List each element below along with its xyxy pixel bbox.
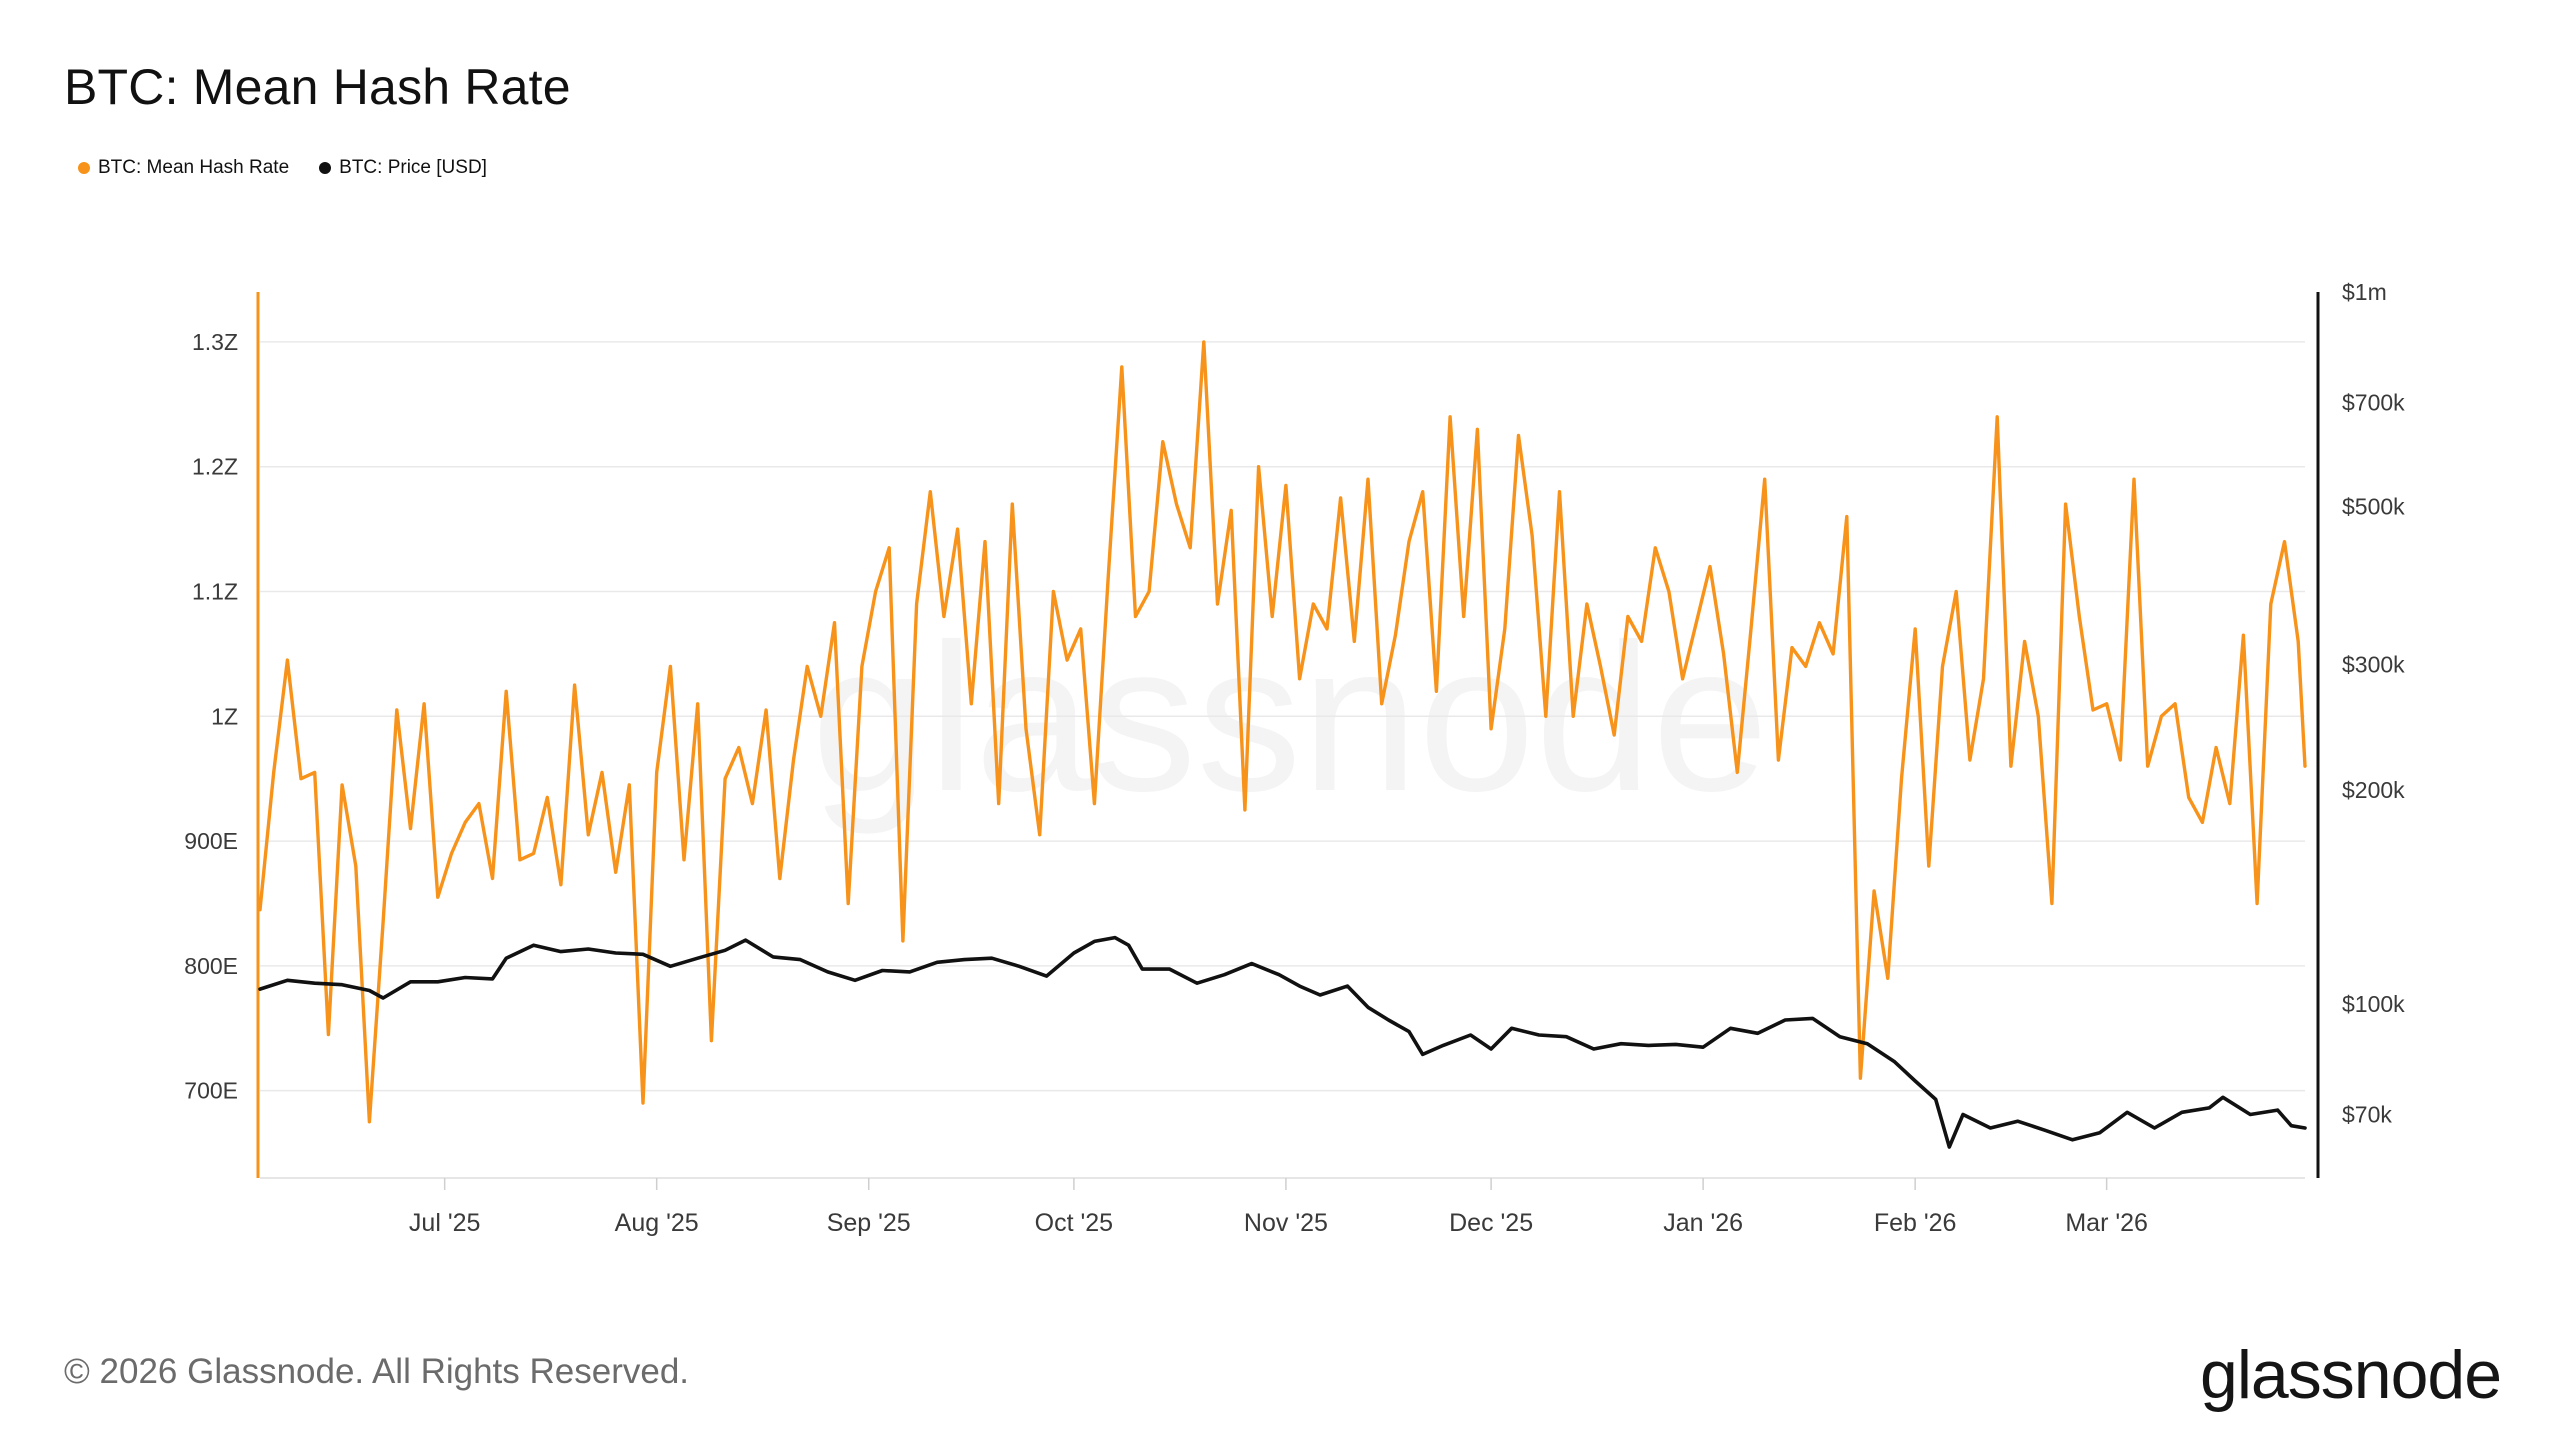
copyright-footer: © 2026 Glassnode. All Rights Reserved. xyxy=(64,1352,690,1391)
y-left-tick-label: 800E xyxy=(184,953,238,979)
y-right-tick-label: $500k xyxy=(2342,493,2405,519)
y-left-tick-label: 1.1Z xyxy=(192,578,238,604)
gridlines xyxy=(260,341,2305,1092)
chart-title: BTC: Mean Hash Rate xyxy=(64,59,571,115)
series-lines xyxy=(258,340,2307,1149)
y-left-tick-label: 1.2Z xyxy=(192,454,238,480)
axes: 700E 800E 900E 1Z 1.1Z 1.2Z 1.3Z $70k $100k $200k… xyxy=(184,279,2405,1237)
x-tick-label: Nov '25 xyxy=(1244,1209,1328,1237)
y-left-tick-label: 900E xyxy=(184,828,238,854)
legend-item-price[interactable]: BTC: Price [USD] xyxy=(319,157,487,179)
chart-plot[interactable]: glassnode 700E800E900E1Z1.1Z1.2Z1.3Z$70k… xyxy=(0,0,2560,1300)
legend-label-hash-rate: BTC: Mean Hash Rate xyxy=(98,157,290,178)
y-right-tick-label: $1m xyxy=(2342,279,2387,305)
series-line-price[interactable] xyxy=(258,935,2307,1149)
y-right-tick-label: $300k xyxy=(2342,651,2405,677)
x-tick-label: Jan '26 xyxy=(1663,1209,1743,1237)
brand-logo: glassnode xyxy=(2200,1337,2502,1413)
y-left-tick-label: 1.3Z xyxy=(192,329,238,355)
legend-dot-hash-rate xyxy=(78,162,90,174)
x-tick-label: Mar '26 xyxy=(2065,1209,2148,1237)
legend-item-hash-rate[interactable]: BTC: Mean Hash Rate xyxy=(78,157,289,179)
x-tick-label: Oct '25 xyxy=(1035,1209,1113,1237)
legend-dot-price xyxy=(319,162,332,174)
y-right-tick-label: $100k xyxy=(2342,991,2405,1017)
y-right-tick-label: $200k xyxy=(2342,777,2405,803)
legend-label-price: BTC: Price [USD] xyxy=(339,157,487,178)
y-left-tick-label: 700E xyxy=(184,1078,238,1104)
series-line-hash-rate[interactable] xyxy=(258,340,2307,1124)
x-tick-label: Dec '25 xyxy=(1449,1209,1533,1237)
x-tick-label: Aug '25 xyxy=(615,1209,699,1237)
x-tick-label: Sep '25 xyxy=(827,1209,911,1237)
chart-legend: BTC: Mean Hash Rate BTC: Price [USD] xyxy=(78,157,487,179)
x-tick-label: Feb '26 xyxy=(1874,1209,1957,1237)
x-tick-label: Jul '25 xyxy=(409,1209,480,1237)
y-right-tick-label: $70k xyxy=(2342,1101,2392,1127)
y-right-tick-label: $700k xyxy=(2342,389,2405,415)
y-left-tick-label: 1Z xyxy=(211,703,238,729)
